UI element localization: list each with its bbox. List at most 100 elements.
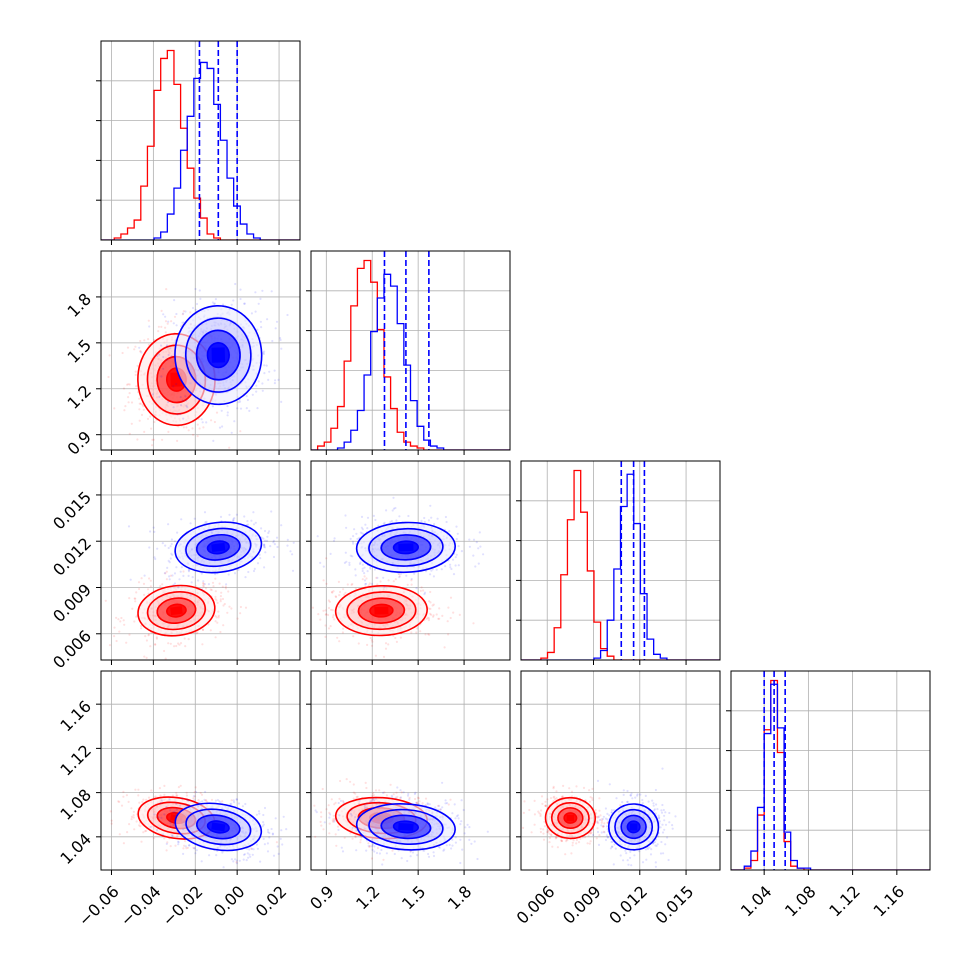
- sample-point: [129, 578, 132, 581]
- sample-point: [169, 574, 172, 577]
- sample-point: [448, 843, 451, 847]
- sample-point: [187, 799, 190, 802]
- sample-point: [143, 593, 146, 597]
- sample-point: [128, 823, 131, 826]
- sample-point: [406, 583, 409, 586]
- sample-point: [192, 797, 195, 800]
- sample-point: [331, 591, 334, 594]
- y-tick-label: 1.5: [64, 335, 95, 366]
- sample-point: [235, 798, 238, 801]
- sample-point: [427, 619, 430, 622]
- x-tick-label: −0.06: [75, 882, 123, 930]
- sample-point: [232, 518, 235, 521]
- sample-point: [221, 425, 224, 428]
- contour-line: [184, 317, 252, 393]
- sample-point: [400, 791, 403, 794]
- sample-point: [342, 801, 345, 804]
- sample-point: [262, 823, 265, 826]
- sample-point: [263, 566, 266, 569]
- sample-point: [328, 811, 331, 815]
- sample-point: [158, 787, 161, 790]
- sample-point: [345, 560, 348, 563]
- sample-point: [221, 303, 225, 306]
- sample-point: [416, 801, 419, 804]
- sample-point: [245, 407, 248, 410]
- sample-point: [186, 846, 189, 849]
- sample-point: [250, 519, 253, 522]
- sample-point: [369, 567, 372, 570]
- sample-point: [376, 846, 379, 850]
- sample-point: [279, 837, 282, 841]
- sample-point: [118, 630, 121, 633]
- sample-point: [332, 590, 335, 593]
- sample-point: [332, 820, 335, 823]
- sample-point: [177, 840, 180, 843]
- sample-point: [202, 584, 205, 587]
- sample-point: [329, 608, 333, 611]
- sample-point: [214, 799, 217, 802]
- sample-point: [251, 393, 254, 396]
- sample-point: [268, 530, 271, 533]
- sample-point: [427, 519, 430, 522]
- sample-point: [196, 631, 199, 634]
- sample-point: [113, 407, 116, 410]
- sample-point: [474, 565, 477, 568]
- sample-point: [334, 595, 337, 598]
- sample-point: [376, 583, 379, 586]
- sample-point: [354, 835, 357, 838]
- sample-point: [361, 569, 364, 573]
- sample-point: [122, 842, 125, 845]
- sample-point: [194, 852, 197, 855]
- density-peak: [211, 822, 226, 832]
- sample-point: [398, 515, 401, 518]
- y-tick-label: 0.006: [49, 626, 95, 672]
- sample-point: [363, 572, 366, 575]
- sample-point: [263, 350, 266, 353]
- y-tick-label: 0.9: [64, 427, 95, 458]
- sample-point: [266, 318, 269, 321]
- sample-point: [134, 788, 137, 791]
- sample-point: [382, 576, 385, 579]
- sample-point: [204, 799, 207, 802]
- x-tick-label: −0.04: [117, 882, 165, 930]
- density-series-1: [174, 802, 263, 852]
- sample-point: [437, 804, 440, 808]
- sample-point: [264, 551, 267, 554]
- sample-point: [187, 569, 190, 572]
- sample-point: [331, 616, 335, 619]
- sample-point: [274, 817, 277, 820]
- sample-point: [430, 613, 433, 616]
- sample-point: [398, 573, 401, 576]
- sample-point: [322, 828, 325, 831]
- sample-point: [153, 420, 156, 424]
- sample-point: [352, 535, 355, 538]
- sample-point: [337, 580, 340, 584]
- sample-point: [184, 840, 187, 843]
- panel-frame: [100, 670, 301, 871]
- sample-point: [152, 438, 155, 441]
- sample-point: [124, 405, 127, 408]
- sample-point: [201, 421, 204, 424]
- sample-point: [199, 791, 202, 795]
- sample-point: [246, 520, 249, 523]
- sample-point: [360, 515, 364, 519]
- sample-point: [390, 519, 393, 523]
- sample-point: [215, 599, 218, 602]
- sample-point: [171, 553, 174, 557]
- sample-point: [472, 622, 475, 625]
- sample-point: [424, 633, 427, 636]
- sample-point: [160, 309, 163, 312]
- sample-point: [224, 585, 227, 588]
- sample-point: [437, 617, 440, 620]
- sample-point: [219, 598, 222, 601]
- sample-point: [375, 576, 378, 580]
- sample-point: [320, 824, 323, 827]
- sample-point: [357, 642, 360, 645]
- sample-point: [131, 607, 134, 610]
- contour-line: [357, 597, 406, 624]
- sample-point: [385, 509, 388, 512]
- sample-point: [348, 561, 351, 564]
- sample-point: [418, 800, 421, 803]
- sample-point: [455, 537, 458, 541]
